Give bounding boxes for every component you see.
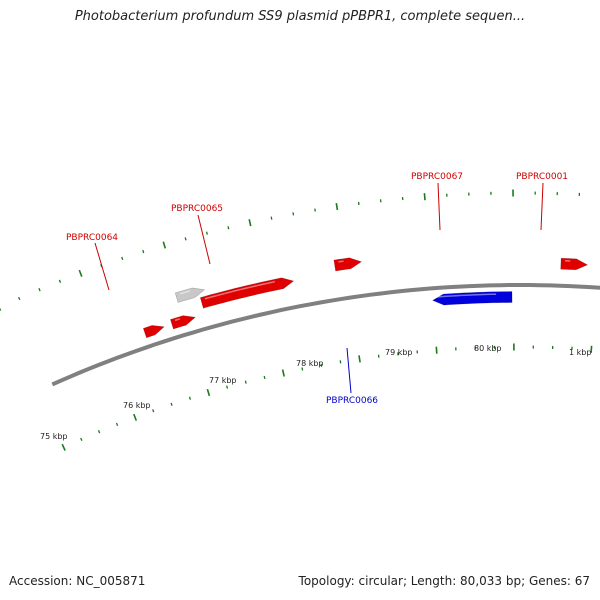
kbp-78: 78 kbp — [296, 359, 324, 368]
gene-pbprc0065-highlight — [338, 260, 344, 263]
label-leaders — [94, 182, 544, 394]
outer-tick — [205, 231, 208, 235]
outer-tick — [78, 269, 83, 277]
inner-tick — [115, 422, 119, 427]
gene-pbprc0064-highlight — [204, 280, 276, 300]
inner-tick — [590, 345, 593, 353]
outer-tick — [184, 237, 187, 241]
topology-text: Topology: circular; Length: 80,033 bp; G… — [298, 574, 590, 588]
outer-tick — [142, 249, 145, 254]
inner-tick — [281, 369, 285, 377]
inner-tick — [263, 375, 266, 380]
outer-tick — [0, 307, 2, 311]
kbp-labels: 75 kbp 76 kbp 77 kbp 78 kbp 79 kbp 80 kb… — [40, 344, 591, 441]
inner-tick — [244, 380, 247, 384]
outer-tick — [38, 288, 41, 292]
inner-tick — [188, 396, 192, 400]
gene-pbprc0062[interactable] — [142, 325, 165, 339]
accession-text: Accession: NC_005871 — [9, 574, 146, 588]
gene-pbprc0066-highlight — [436, 293, 497, 298]
gene-pbprc0067[interactable] — [560, 257, 589, 271]
gene-label-pbprc0066[interactable]: PBPRC0066 — [326, 396, 378, 406]
inner-tick — [80, 437, 83, 441]
gene-pbprc0063-highlight — [174, 318, 181, 322]
leader-pbprc0064 — [94, 242, 110, 291]
outer-tick — [58, 279, 62, 283]
map-title: Photobacterium profundum SS9 plasmid pPB… — [74, 9, 526, 24]
backbone-arc — [51, 283, 600, 387]
gene-label-pbprc0067[interactable]: PBPRC0067 — [411, 172, 463, 182]
inner-tick — [152, 409, 155, 413]
inner-tick — [133, 413, 138, 421]
inner-tick — [206, 388, 211, 397]
gene-other[interactable] — [174, 287, 206, 303]
inner-tick — [97, 430, 101, 434]
gene-features — [142, 257, 589, 339]
kbp-76: 76 kbp — [123, 401, 151, 410]
outer-tick — [121, 256, 124, 261]
kbp-77: 77 kbp — [209, 376, 237, 385]
kbp-80: 80 kbp — [474, 344, 502, 353]
inner-tick — [170, 402, 173, 406]
gene-label-pbprc0065[interactable]: PBPRC0065 — [171, 204, 223, 214]
outer-tick — [162, 241, 167, 249]
inner-tick — [61, 443, 66, 451]
outer-tick-ring — [0, 189, 581, 311]
gene-label-pbprc0001[interactable]: PBPRC0001 — [516, 172, 568, 182]
inner-tick — [320, 363, 323, 367]
gene-labels: PBPRC0064 PBPRC0065 PBPRC0067 PBPRC0001 … — [66, 172, 568, 406]
gene-label-pbprc0064[interactable]: PBPRC0064 — [66, 233, 118, 243]
inner-tick — [358, 355, 361, 363]
inner-tick — [339, 360, 342, 364]
outer-tick — [335, 202, 339, 211]
outer-tick — [248, 219, 252, 227]
leader-pbprc0067 — [437, 182, 441, 231]
kbp-75: 75 kbp — [40, 432, 68, 441]
outer-tick — [292, 212, 295, 216]
outer-tick — [423, 193, 426, 201]
outer-tick — [227, 226, 230, 230]
kbp-1: 1 kbp — [569, 348, 591, 357]
inner-tick-ring — [61, 343, 593, 451]
outer-tick — [314, 208, 316, 212]
inner-tick — [301, 367, 304, 371]
inner-tick — [225, 385, 229, 389]
leader-pbprc0066 — [346, 347, 352, 394]
gene-pbprc0066[interactable] — [432, 291, 513, 306]
leader-pbprc0065 — [197, 214, 211, 265]
gene-pbprc0064[interactable] — [199, 277, 295, 309]
outer-tick — [270, 216, 273, 220]
gene-other-highlight — [179, 290, 191, 295]
outer-tick — [18, 296, 21, 301]
inner-tick — [435, 346, 438, 354]
gene-pbprc0063[interactable] — [170, 315, 197, 330]
kbp-79: 79 kbp — [385, 348, 413, 357]
gene-pbprc0065[interactable] — [333, 257, 363, 272]
leader-pbprc0001 — [540, 182, 544, 231]
